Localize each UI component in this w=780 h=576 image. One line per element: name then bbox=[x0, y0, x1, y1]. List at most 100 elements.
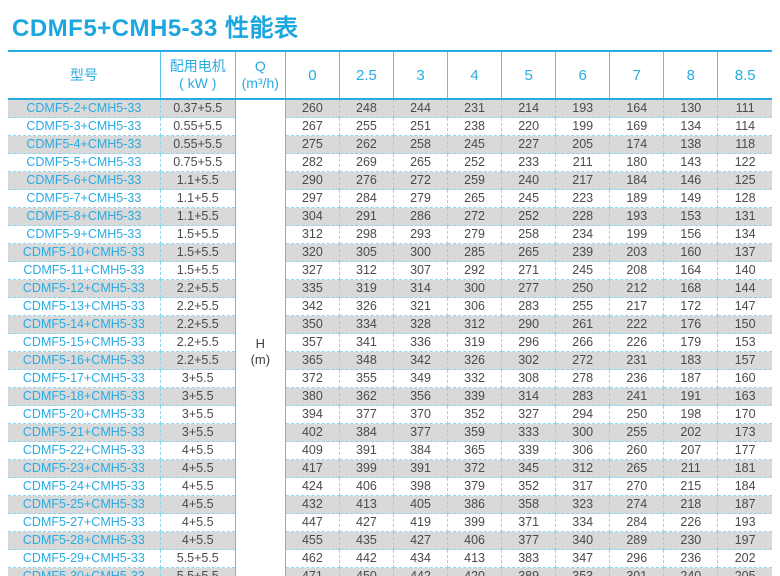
head-value-cell: 176 bbox=[663, 315, 719, 334]
head-value-cell: 199 bbox=[555, 117, 611, 136]
head-value-cell: 265 bbox=[392, 153, 449, 172]
head-value-cell: 293 bbox=[392, 225, 449, 244]
head-value-cell: 341 bbox=[338, 333, 394, 352]
head-value-cell: 372 bbox=[447, 459, 503, 478]
head-value-cell: 163 bbox=[717, 387, 772, 406]
head-value-cell: 261 bbox=[555, 315, 611, 334]
head-value-cell: 260 bbox=[609, 441, 665, 460]
head-value-cell: 272 bbox=[392, 171, 449, 190]
col-header-model: 型号 bbox=[8, 51, 161, 100]
head-value-cell: 160 bbox=[663, 243, 719, 262]
head-value-cell: 379 bbox=[447, 477, 503, 496]
motor-header-line2: ( kW ) bbox=[179, 75, 217, 91]
performance-table: 型号 配用电机 ( kW ) Q (m³/h) 0 2.5 3 4 5 6 7 … bbox=[8, 50, 772, 576]
motor-power-cell: 0.75+5.5 bbox=[159, 153, 236, 172]
motor-power-cell: 3+5.5 bbox=[159, 369, 236, 388]
table-header: 型号 配用电机 ( kW ) Q (m³/h) 0 2.5 3 4 5 6 7 … bbox=[8, 51, 772, 100]
head-value-cell: 352 bbox=[501, 477, 557, 496]
head-value-cell: 238 bbox=[447, 117, 503, 136]
head-value-cell: 223 bbox=[555, 189, 611, 208]
model-cell: CDMF5-7+CMH5-33 bbox=[8, 189, 161, 208]
head-value-cell: 323 bbox=[555, 495, 611, 514]
head-value-cell: 312 bbox=[338, 261, 394, 280]
head-value-cell: 149 bbox=[663, 189, 719, 208]
head-value-cell: 134 bbox=[717, 225, 772, 244]
head-value-cell: 172 bbox=[663, 297, 719, 316]
head-value-cell: 226 bbox=[663, 513, 719, 532]
head-value-cell: 336 bbox=[392, 333, 449, 352]
head-value-cell: 220 bbox=[501, 117, 557, 136]
model-cell: CDMF5-15+CMH5-33 bbox=[8, 333, 161, 352]
head-value-cell: 285 bbox=[447, 243, 503, 262]
head-value-cell: 230 bbox=[663, 531, 719, 550]
table-row: CDMF5-17+CMH5-33 3+5.5 372 355 349 332 308 278 2… bbox=[8, 369, 772, 388]
head-value-cell: 218 bbox=[663, 495, 719, 514]
model-cell: CDMF5-4+CMH5-33 bbox=[8, 135, 161, 154]
motor-power-cell: 1.5+5.5 bbox=[159, 243, 236, 262]
head-value-cell: 357 bbox=[284, 333, 340, 352]
head-value-cell: 406 bbox=[447, 531, 503, 550]
head-value-cell: 150 bbox=[717, 315, 772, 334]
head-value-cell: 279 bbox=[447, 225, 503, 244]
head-value-cell: 333 bbox=[501, 423, 557, 442]
head-value-cell: 402 bbox=[284, 423, 340, 442]
head-value-cell: 283 bbox=[501, 297, 557, 316]
table-row: CDMF5-9+CMH5-33 1.5+5.5 312 298 293 279 258 234… bbox=[8, 225, 772, 244]
head-value-cell: 272 bbox=[555, 351, 611, 370]
head-value-cell: 301 bbox=[609, 567, 665, 576]
head-value-cell: 339 bbox=[447, 387, 503, 406]
head-value-cell: 377 bbox=[501, 531, 557, 550]
head-value-cell: 255 bbox=[555, 297, 611, 316]
head-value-cell: 442 bbox=[392, 567, 449, 576]
head-value-cell: 294 bbox=[555, 405, 611, 424]
head-value-cell: 193 bbox=[717, 513, 772, 532]
head-value-cell: 292 bbox=[447, 261, 503, 280]
head-value-cell: 327 bbox=[284, 261, 340, 280]
head-value-cell: 394 bbox=[284, 405, 340, 424]
head-value-cell: 356 bbox=[392, 387, 449, 406]
head-value-cell: 471 bbox=[284, 567, 340, 576]
model-cell: CDMF5-3+CMH5-33 bbox=[8, 117, 161, 136]
table-row: CDMF5-14+CMH5-33 2.2+5.5 350 334 328 312 290 26… bbox=[8, 315, 772, 334]
head-value-cell: 312 bbox=[284, 225, 340, 244]
model-cell: CDMF5-30+CMH5-33 bbox=[8, 567, 161, 576]
model-cell: CDMF5-16+CMH5-33 bbox=[8, 351, 161, 370]
table-row: CDMF5-13+CMH5-33 2.2+5.5 342 326 321 306 283 25… bbox=[8, 297, 772, 316]
head-unit-line2: (m) bbox=[250, 351, 271, 367]
col-header-flow-2.5: 2.5 bbox=[338, 51, 394, 100]
head-value-cell: 405 bbox=[392, 495, 449, 514]
head-value-cell: 462 bbox=[284, 549, 340, 568]
head-value-cell: 265 bbox=[609, 459, 665, 478]
head-value-cell: 217 bbox=[609, 297, 665, 316]
head-value-cell: 278 bbox=[555, 369, 611, 388]
table-row: CDMF5-18+CMH5-33 3+5.5 380 362 356 339 314 283 2… bbox=[8, 387, 772, 406]
head-value-cell: 413 bbox=[338, 495, 394, 514]
head-value-cell: 275 bbox=[284, 135, 340, 154]
col-header-flow-q: Q (m³/h) bbox=[234, 51, 286, 100]
head-value-cell: 128 bbox=[717, 189, 772, 208]
table-row: CDMF5-30+CMH5-33 5.5+5.5 471 450 442 420 389 35… bbox=[8, 567, 772, 576]
head-value-cell: 419 bbox=[392, 513, 449, 532]
head-value-cell: 427 bbox=[338, 513, 394, 532]
head-value-cell: 236 bbox=[663, 549, 719, 568]
head-value-cell: 274 bbox=[609, 495, 665, 514]
head-value-cell: 227 bbox=[501, 135, 557, 154]
head-value-cell: 432 bbox=[284, 495, 340, 514]
head-value-cell: 169 bbox=[609, 117, 665, 136]
head-value-cell: 339 bbox=[501, 441, 557, 460]
q-header-line2: (m³/h) bbox=[241, 75, 279, 91]
motor-power-cell: 1.1+5.5 bbox=[159, 171, 236, 190]
head-value-cell: 258 bbox=[501, 225, 557, 244]
head-value-cell: 179 bbox=[663, 333, 719, 352]
model-cell: CDMF5-25+CMH5-33 bbox=[8, 495, 161, 514]
head-value-cell: 291 bbox=[338, 207, 394, 226]
head-value-cell: 262 bbox=[338, 135, 394, 154]
head-value-cell: 168 bbox=[663, 279, 719, 298]
head-value-cell: 205 bbox=[717, 567, 772, 576]
head-value-cell: 234 bbox=[555, 225, 611, 244]
head-value-cell: 180 bbox=[609, 153, 665, 172]
model-cell: CDMF5-28+CMH5-33 bbox=[8, 531, 161, 550]
head-value-cell: 372 bbox=[284, 369, 340, 388]
head-value-cell: 314 bbox=[392, 279, 449, 298]
